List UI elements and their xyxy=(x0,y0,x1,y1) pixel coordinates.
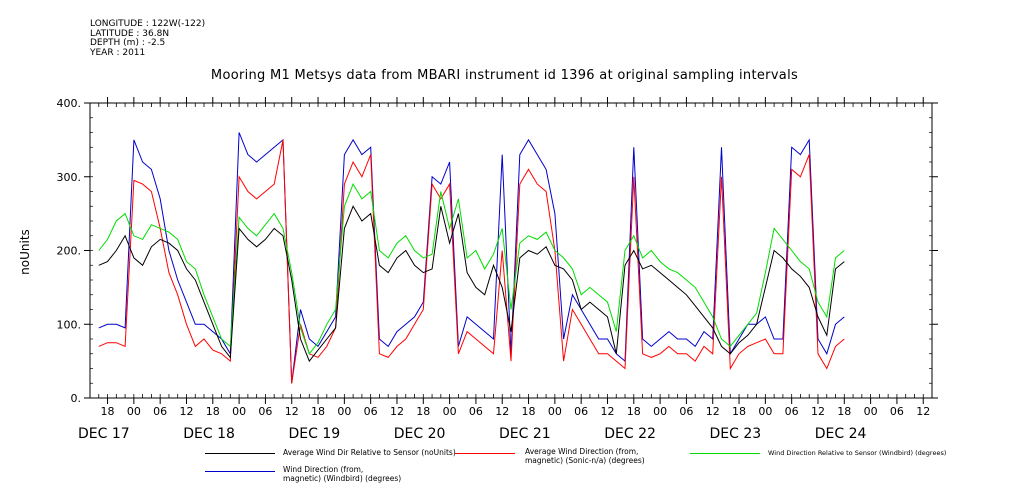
x-tick-label: 18 xyxy=(101,405,115,418)
y-tick-label: 400. xyxy=(57,97,82,110)
x-day-label: DEC 22 xyxy=(604,426,656,442)
x-tick-label: 00 xyxy=(758,405,772,418)
x-tick-label: 12 xyxy=(285,405,299,418)
x-day-label: DEC 20 xyxy=(394,426,446,442)
chart-title: Mooring M1 Metsys data from MBARI instru… xyxy=(210,68,799,83)
latitude-text: LATITUDE : 36.8N xyxy=(90,28,170,39)
legend-label: Wind Direction Relative to Sensor (Windb… xyxy=(768,449,947,457)
y-tick-label: 300. xyxy=(57,171,82,184)
x-tick-label: 00 xyxy=(232,405,246,418)
x-tick-label: 00 xyxy=(548,405,562,418)
x-tick-label: 06 xyxy=(153,405,167,418)
metadata-block: LONGITUDE : 122W(-122) LATITUDE : 36.8N … xyxy=(90,19,206,58)
legend-label: Average Wind Dir Relative to Sensor (noU… xyxy=(283,448,456,457)
legend-swatch xyxy=(455,453,515,454)
x-tick-label: 06 xyxy=(574,405,588,418)
legend-entry-red: Average Wind Direction (from, magnetic) (… xyxy=(455,447,685,468)
x-tick-label: 18 xyxy=(837,405,851,418)
x-tick-label: 12 xyxy=(916,405,930,418)
year-text: YEAR : 2011 xyxy=(90,47,146,58)
x-tick-label: 12 xyxy=(811,405,825,418)
x-day-label: DEC 21 xyxy=(499,426,551,442)
x-tick-label: 12 xyxy=(706,405,720,418)
x-tick-label: 18 xyxy=(311,405,325,418)
x-tick-label: 18 xyxy=(416,405,430,418)
x-tick-label: 06 xyxy=(679,405,693,418)
x-tick-label: 00 xyxy=(337,405,351,418)
longitude-text: LONGITUDE : 122W(-122) xyxy=(90,19,206,29)
x-tick-label: 12 xyxy=(390,405,404,418)
x-tick-label: 06 xyxy=(258,405,272,418)
x-tick-label: 18 xyxy=(732,405,746,418)
x-day-label: DEC 23 xyxy=(710,426,762,442)
x-day-label: DEC 24 xyxy=(815,426,867,442)
legend-swatch xyxy=(205,453,275,454)
x-tick-label: 00 xyxy=(864,405,878,418)
x-day-label: DEC 18 xyxy=(183,426,235,442)
x-tick-label: 12 xyxy=(179,405,193,418)
x-tick-label: 18 xyxy=(627,405,641,418)
y-tick-label: 100. xyxy=(57,318,82,331)
series-line xyxy=(98,139,845,384)
y-tick-label: 200. xyxy=(57,245,82,258)
series-line xyxy=(98,132,845,384)
legend-swatch xyxy=(205,471,275,472)
x-tick-label: 18 xyxy=(206,405,220,418)
x-day-label: DEC 17 xyxy=(78,426,130,442)
series-line xyxy=(98,182,845,355)
x-tick-label: 00 xyxy=(653,405,667,418)
legend-entry-black: Average Wind Dir Relative to Sensor (noU… xyxy=(205,448,475,468)
x-tick-label: 18 xyxy=(522,405,536,418)
legend-swatch xyxy=(690,453,760,454)
y-tick-label: 0. xyxy=(71,392,82,405)
series-line xyxy=(98,205,845,363)
x-tick-label: 12 xyxy=(495,405,509,418)
legend-entry-green: Wind Direction Relative to Sensor (Windb… xyxy=(690,448,1000,468)
x-day-label: DEC 19 xyxy=(289,426,341,442)
depth-text: DEPTH (m) : -2.5 xyxy=(90,38,166,48)
x-tick-label: 06 xyxy=(364,405,378,418)
x-tick-label: 00 xyxy=(443,405,457,418)
legend-entry-blue: Wind Direction (from, magnetic) (Windbird… xyxy=(205,465,475,488)
x-tick-label: 06 xyxy=(890,405,904,418)
legend-label: Average Wind Direction (from, magnetic) (… xyxy=(525,447,645,465)
x-tick-label: 06 xyxy=(785,405,799,418)
x-tick-label: 00 xyxy=(127,405,141,418)
x-tick-label: 12 xyxy=(600,405,614,418)
legend-label: Wind Direction (from, magnetic) (Windbird… xyxy=(283,465,402,483)
x-tick-label: 06 xyxy=(469,405,483,418)
